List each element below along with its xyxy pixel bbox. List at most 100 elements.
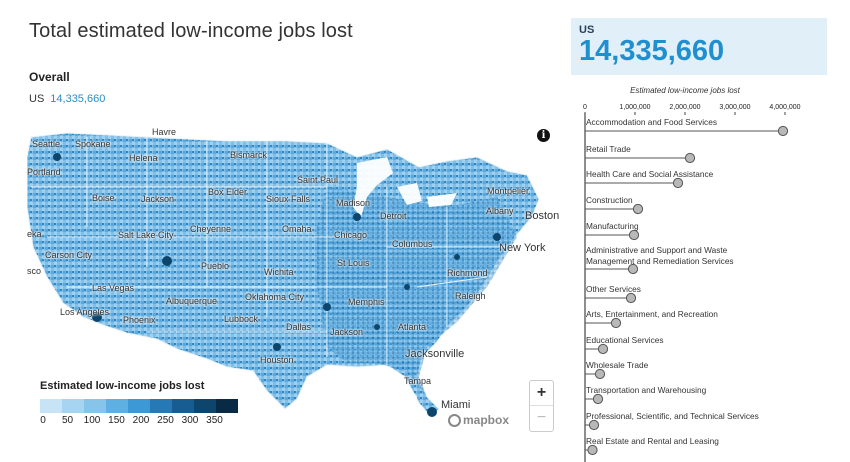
- lollipop-marker: [684, 152, 696, 164]
- city-label: Cheyenne: [190, 224, 232, 234]
- page-title: Total estimated low-income jobs lost: [29, 20, 353, 42]
- industry-chart: Estimated low-income jobs lost 0 1,000,000…: [578, 82, 850, 462]
- x-tick-label: 3,000,000: [719, 104, 750, 111]
- city-label: sco: [27, 266, 42, 276]
- legend-title: Estimated low-income jobs lost: [40, 380, 205, 392]
- legend-swatch: [106, 399, 128, 413]
- city-label: Sioux Falls: [266, 194, 311, 204]
- us-map[interactable]: [27, 127, 557, 434]
- city-label: Jackson: [330, 327, 364, 337]
- city-label: Detroit: [380, 211, 407, 221]
- category-label: Arts, Entertainment, and Recreation: [586, 309, 718, 319]
- lollipop-marker: [632, 203, 644, 215]
- us-east-dense: [317, 187, 517, 397]
- city-label: Havre: [152, 127, 177, 137]
- choropleth-map[interactable]: [27, 127, 557, 434]
- legend-swatch: [128, 399, 150, 413]
- city-label: Jackson: [141, 194, 175, 204]
- legend-tick: 50: [61, 415, 74, 426]
- category-label: Professional, Scientific, and Technical …: [586, 411, 759, 421]
- city-label: Pueblo: [201, 261, 230, 271]
- city-label: Helena: [129, 153, 158, 163]
- legend-tick: 250: [157, 415, 174, 426]
- city-label: Boston: [525, 210, 560, 222]
- city-label: Omaha: [282, 224, 312, 234]
- lollipop-marker: [627, 263, 639, 275]
- zoom-out-button[interactable]: −: [536, 409, 547, 426]
- legend-swatch: [150, 399, 172, 413]
- city-label: Miami: [441, 399, 471, 411]
- overall-heading: Overall: [29, 70, 70, 84]
- chart-title: Estimated low-income jobs lost: [630, 86, 741, 95]
- city-label: Carson City: [45, 250, 93, 260]
- city-label: Columbus: [392, 239, 433, 249]
- city-label: Richmond: [447, 268, 488, 278]
- legend-swatch: [40, 399, 62, 413]
- category-label: Educational Services: [586, 335, 663, 345]
- gulf-water: [287, 369, 417, 434]
- city-label: Salt Lake City: [118, 230, 174, 240]
- city-label: Lubbock: [224, 314, 259, 324]
- city-label: Oklahoma City: [245, 292, 305, 302]
- city-label: Boise: [92, 193, 115, 203]
- category-label: Other Services: [586, 284, 641, 294]
- city-label: Phoenix: [123, 315, 156, 325]
- city-label: Atlanta: [398, 322, 427, 332]
- legend-swatch: [216, 399, 238, 413]
- legend-swatches: [40, 399, 238, 413]
- city-label: Houston: [260, 355, 294, 365]
- x-tick-label: 0: [583, 104, 587, 111]
- legend-swatch: [194, 399, 216, 413]
- category-label: Administrative and Support and Waste: [586, 245, 728, 255]
- city-label: St Louis: [337, 258, 370, 268]
- city-label: Los Angeles: [60, 307, 110, 317]
- x-tick-label: 1,000,000: [619, 104, 650, 111]
- zoom-control[interactable]: + −: [529, 380, 554, 432]
- category-label: Wholesale Trade: [586, 360, 649, 370]
- overall-region: US: [29, 93, 45, 105]
- lollipop-marker: [610, 317, 622, 329]
- city-label: Wichita: [264, 267, 294, 277]
- lollipop-marker: [628, 229, 640, 241]
- category-label: Management and Remediation Services: [586, 256, 734, 266]
- lollipop-marker: [597, 343, 609, 355]
- legend-swatch: [62, 399, 84, 413]
- x-tick-label: 4,000,000: [769, 104, 800, 111]
- metro-clusters: [53, 153, 501, 417]
- legend-tick: 100: [83, 415, 101, 426]
- kpi-card: US 14,335,660: [571, 18, 827, 75]
- zoom-in-button[interactable]: +: [530, 381, 553, 406]
- category-label: Real Estate and Rental and Leasing: [586, 436, 719, 446]
- lollipop-marker: [672, 177, 684, 189]
- mapbox-icon: [448, 413, 461, 427]
- lollipop-marker: [625, 292, 637, 304]
- kpi-value: 14,335,660: [579, 35, 725, 67]
- category-label: Retail Trade: [586, 144, 631, 154]
- city-label: Dallas: [286, 322, 312, 332]
- city-label: Las Vegas: [92, 283, 135, 293]
- city-label: Montpelier: [487, 186, 530, 196]
- city-label: Memphis: [348, 297, 385, 307]
- state-borders: [31, 137, 507, 365]
- city-label: Madison: [336, 198, 371, 208]
- category-label: Accommodation and Food Services: [586, 117, 717, 127]
- city-label: Bismarck: [230, 150, 268, 160]
- city-label: Portland: [27, 167, 61, 177]
- category-label: Health Care and Social Assistance: [586, 169, 714, 179]
- mapbox-attribution[interactable]: mapbox: [448, 413, 509, 427]
- lollipop-marker: [777, 125, 789, 137]
- legend-tick: 150: [108, 415, 125, 426]
- x-tick-label: 2,000,000: [669, 104, 700, 111]
- kpi-region: US: [579, 24, 595, 36]
- city-label: Seattle: [32, 139, 61, 149]
- city-label: Box Elder: [208, 187, 248, 197]
- great-lakes: [353, 157, 457, 217]
- legend-swatch: [84, 399, 106, 413]
- info-icon[interactable]: i: [537, 129, 550, 142]
- overall-value: 14,335,660: [50, 93, 106, 105]
- city-label: Chicago: [334, 230, 368, 240]
- category-label: Construction: [586, 195, 633, 205]
- city-label: Spokane: [75, 139, 111, 149]
- legend-tick: 200: [132, 415, 150, 426]
- lollipop-marker: [588, 419, 600, 431]
